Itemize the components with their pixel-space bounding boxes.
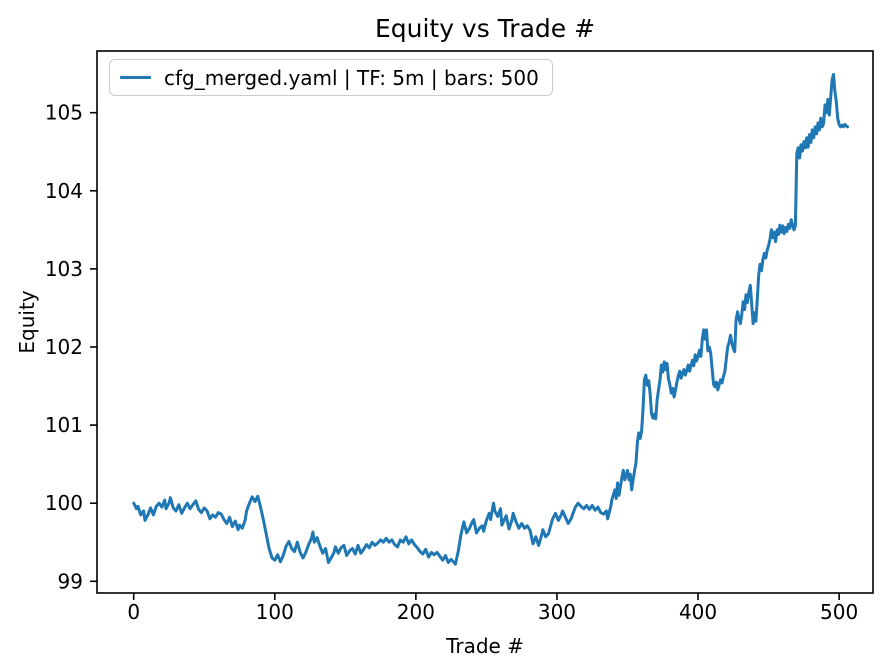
y-tick-label: 105	[45, 101, 83, 125]
legend: cfg_merged.yaml | TF: 5m | bars: 500	[109, 59, 553, 96]
x-tick-label: 0	[127, 600, 140, 624]
legend-label: cfg_merged.yaml | TF: 5m | bars: 500	[164, 65, 539, 90]
x-tick-label: 400	[679, 600, 717, 624]
x-axis-label: Trade #	[446, 634, 524, 658]
y-tick-label: 102	[45, 335, 83, 359]
y-tick-label: 100	[45, 491, 83, 515]
x-tick-label: 300	[538, 600, 576, 624]
legend-line-sample	[120, 75, 151, 80]
y-tick-label: 104	[45, 179, 83, 203]
y-tick-label: 99	[58, 569, 83, 593]
y-tick-label: 103	[45, 257, 83, 281]
equity-line	[132, 72, 850, 566]
chart-title: Equity vs Trade #	[374, 14, 596, 43]
plot-spines	[96, 50, 874, 594]
x-tick-label: 500	[820, 600, 858, 624]
x-tick-label: 100	[256, 600, 294, 624]
x-tick-label: 200	[397, 600, 435, 624]
y-tick-label: 101	[45, 413, 83, 437]
